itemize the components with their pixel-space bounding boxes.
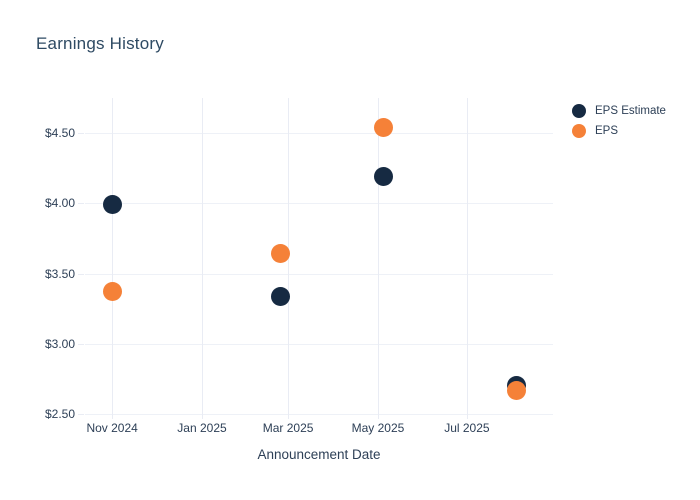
- y-tick-mark: [78, 273, 84, 275]
- legend-swatch-eps_estimate-icon: [572, 104, 586, 118]
- data-point-eps[interactable]: [270, 244, 290, 264]
- legend-item-eps-estimate[interactable]: EPS Estimate: [572, 104, 666, 118]
- data-point-eps-estimate[interactable]: [373, 167, 393, 187]
- legend: EPS Estimate EPS: [572, 104, 666, 138]
- x-tick-mark: [377, 414, 379, 419]
- data-point-eps-estimate[interactable]: [270, 286, 290, 306]
- x-gridline: [112, 98, 114, 414]
- y-tick-label: $4.50: [44, 126, 75, 141]
- y-tick-label: $4.00: [44, 196, 75, 211]
- legend-item-eps[interactable]: EPS: [572, 124, 666, 138]
- y-tick-mark: [78, 343, 84, 345]
- x-tick-mark: [112, 414, 114, 419]
- x-tick-label: May 2025: [351, 421, 405, 435]
- y-tick-mark: [78, 414, 84, 415]
- y-tick-label: $2.50: [44, 407, 75, 421]
- x-tick-label: Nov 2024: [86, 421, 138, 435]
- x-tick-mark: [202, 414, 203, 419]
- x-axis-title: Announcement Date: [257, 447, 381, 462]
- x-tick-label: Jan 2025: [177, 421, 227, 435]
- y-tick-mark: [78, 203, 84, 205]
- y-gridline: [85, 343, 553, 345]
- data-point-eps-estimate[interactable]: [102, 195, 122, 215]
- data-point-eps[interactable]: [373, 117, 393, 137]
- x-gridline: [466, 98, 468, 414]
- plot-area: [85, 98, 553, 415]
- y-tick-label: $3.00: [44, 336, 75, 351]
- x-gridline: [202, 98, 203, 414]
- x-tick-label: Jul 2025: [444, 421, 490, 435]
- x-tick-label: Mar 2025: [262, 421, 314, 435]
- y-gridline: [85, 133, 553, 135]
- y-tick-label: $3.50: [44, 266, 75, 281]
- y-gridline: [85, 203, 553, 205]
- data-point-eps[interactable]: [507, 380, 527, 400]
- x-tick-mark: [288, 414, 290, 419]
- legend-label: EPS: [595, 125, 619, 137]
- legend-label: EPS Estimate: [595, 105, 666, 117]
- chart-title: Earnings History: [36, 34, 164, 53]
- x-tick-mark: [466, 414, 468, 419]
- legend-swatch-eps-icon: [572, 124, 586, 138]
- y-gridline: [85, 273, 553, 275]
- x-gridline: [377, 98, 379, 414]
- y-tick-mark: [78, 133, 84, 135]
- y-gridline: [85, 414, 553, 415]
- data-point-eps[interactable]: [102, 282, 122, 302]
